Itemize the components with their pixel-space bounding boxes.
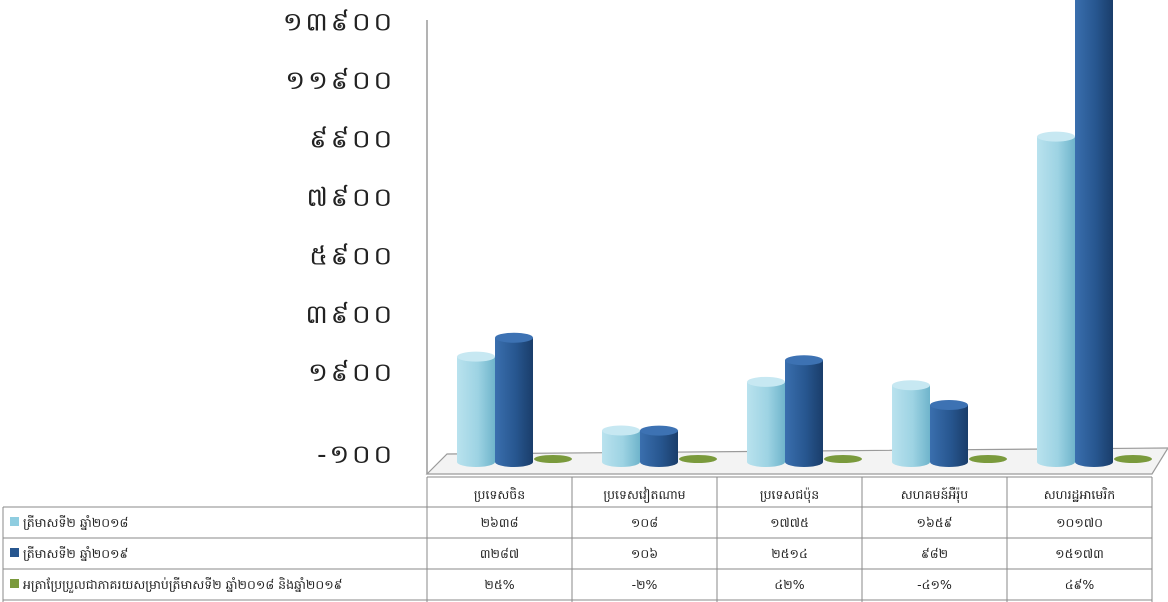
bar-top <box>457 351 495 362</box>
bars <box>457 0 1152 468</box>
percent-marker <box>534 455 572 463</box>
x-tick-label: ប្រទេសចិន <box>474 487 525 503</box>
data-label: ៣២៨៧ <box>480 546 519 561</box>
bar-body <box>785 360 823 467</box>
bar-body <box>495 337 533 467</box>
x-tick-label: សហគមន៍អឺរ៉ុប <box>901 486 969 503</box>
x-tick-label: ប្រទេសជប៉ុន <box>760 487 819 503</box>
legend-label: អត្រាប្រែប្រួលជាភាគរយសម្រាប់ត្រីមាសទី២ ឆ… <box>23 577 343 593</box>
data-label: ១៧៧៥ <box>770 515 809 530</box>
bar-top <box>930 400 968 411</box>
legend-label: ត្រីមាសទី២ ឆ្នាំ២០១៩ <box>23 546 129 562</box>
legend-swatch <box>10 579 19 588</box>
data-label: ១០១៧០ <box>1056 515 1103 530</box>
percent-marker <box>679 455 717 463</box>
bar-body <box>1075 0 1113 467</box>
bar-top <box>495 332 533 343</box>
legend-label: ត្រីមាសទី២ ឆ្នាំ២០១៨ <box>23 515 129 531</box>
bar-body <box>640 430 678 467</box>
percent-marker <box>824 455 862 463</box>
bar-top <box>747 376 785 387</box>
y-tick-label: ៣៩០០ <box>306 300 395 330</box>
y-tick-label: ១៣៩០០ <box>283 8 395 38</box>
y-tick-label: ៧៩០០ <box>306 183 395 213</box>
x-tick-label: សហរដ្ឋអាមេរិក <box>1044 487 1115 503</box>
data-label: ១៥១៧៣ <box>1055 546 1104 561</box>
percent-marker <box>969 455 1007 463</box>
data-label: ៩៨២ <box>921 546 948 561</box>
bar <box>640 425 678 467</box>
bar <box>1075 0 1113 467</box>
y-tick-label: ៩៩០០ <box>309 125 395 155</box>
bar <box>930 400 968 467</box>
legend-swatch <box>10 548 19 557</box>
data-label: ២៥១៤ <box>771 546 808 561</box>
bar-body <box>747 381 785 467</box>
data-label: ១៦៥៩ <box>916 515 952 530</box>
data-label: ១០៦ <box>631 546 658 561</box>
bar-body <box>892 385 930 467</box>
y-tick-label: ១១៩០០ <box>285 66 395 96</box>
legend-swatch <box>10 517 19 526</box>
data-label: ២៥% <box>484 577 514 592</box>
bar-top <box>892 380 930 391</box>
y-tick-label: ១៩០០ <box>308 358 395 388</box>
bar <box>785 355 823 467</box>
percent-marker <box>1114 455 1152 463</box>
bar-top <box>785 355 823 366</box>
data-label: -២% <box>632 577 658 592</box>
bar-body <box>1037 136 1075 468</box>
data-label: -៤១% <box>917 577 952 592</box>
bar-body <box>930 405 968 467</box>
bar <box>602 425 640 467</box>
data-table: ប្រទេសចិន ប្រទេសវៀតណាម ប្រទេសជប៉ុន សហគមន៍អឺ… <box>2 476 1153 602</box>
bar-body <box>602 430 640 467</box>
data-label: ៤៩% <box>1065 577 1095 592</box>
bar <box>747 376 785 467</box>
bar-top <box>602 425 640 436</box>
bar <box>892 380 930 467</box>
data-label: ១០៨ <box>631 515 658 530</box>
y-axis-ticks: -១០០ ១៩០០ ៣៩០០ ៥៩០០ ៧៩០០ ៩៩០០ ១១៩០០ ១៣៩០០ <box>283 8 395 470</box>
bar-top <box>640 425 678 436</box>
x-tick-label: ប្រទេសវៀតណាម <box>603 486 685 503</box>
y-tick-label: -១០០ <box>317 440 395 470</box>
bar <box>495 332 533 467</box>
data-label: ៤២% <box>774 577 804 592</box>
bar-body <box>457 356 495 467</box>
bar-top <box>1037 131 1075 142</box>
data-label: ២៦៣៨ <box>481 515 519 530</box>
bar <box>1037 131 1075 468</box>
y-tick-label: ៥៩០០ <box>309 241 395 271</box>
bar <box>457 351 495 467</box>
